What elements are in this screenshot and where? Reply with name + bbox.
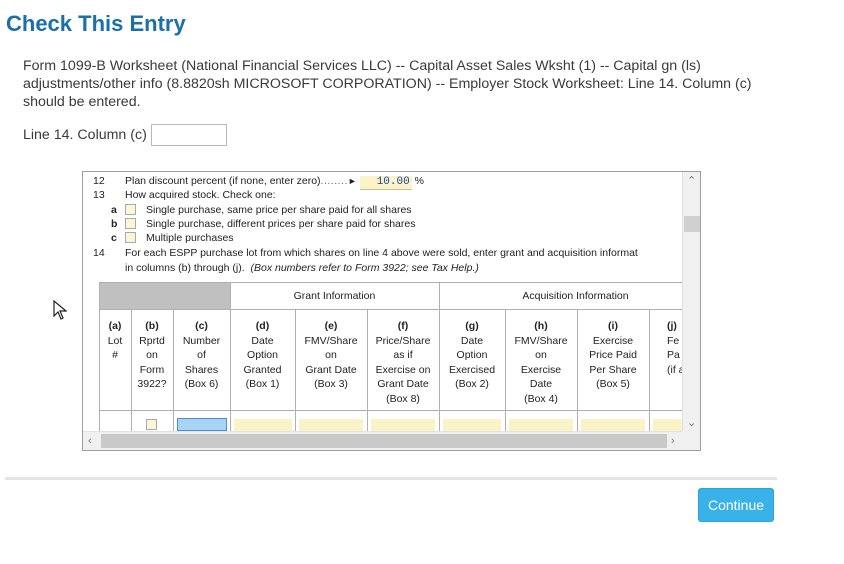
worksheet-frame: 12 Plan discount percent (if none, enter … bbox=[82, 171, 701, 451]
worksheet-viewport: 12 Plan discount percent (if none, enter … bbox=[83, 172, 683, 432]
line-13c: c Multiple purchases bbox=[111, 232, 234, 244]
line-12: 12 Plan discount percent (if none, enter … bbox=[93, 175, 424, 190]
row1-fmv-exercise-input[interactable] bbox=[509, 419, 573, 431]
line-13b: b Single purchase, different prices per s… bbox=[111, 218, 416, 230]
line14-col-c-row: Line 14. Column (c) bbox=[23, 124, 227, 146]
horizontal-scrollbar[interactable]: ‹ › bbox=[83, 431, 683, 450]
col-i-header: (i) Exercise Price Paid Per Share (Box 5) bbox=[589, 320, 637, 390]
group-acquisition-info: Acquisition Information bbox=[522, 290, 629, 302]
field-label: Line 14. Column (c) bbox=[23, 127, 147, 143]
row1-price-grant-input[interactable] bbox=[371, 419, 435, 431]
row1-fmv-grant-input[interactable] bbox=[299, 419, 363, 431]
vertical-scrollbar[interactable]: ⌃ ⌄ bbox=[682, 172, 700, 432]
row1-date-exercised-input[interactable] bbox=[443, 419, 501, 431]
row1-date-granted-input[interactable] bbox=[234, 419, 292, 431]
continue-button[interactable]: Continue bbox=[698, 488, 774, 522]
mouse-cursor-icon bbox=[53, 300, 67, 320]
row1-exercise-price-input[interactable] bbox=[581, 419, 645, 431]
vertical-scroll-thumb[interactable] bbox=[684, 216, 700, 232]
line-13a: a Single purchase, same price per share p… bbox=[111, 204, 412, 216]
row1-fees-input[interactable] bbox=[653, 419, 683, 431]
line-14-continued: in columns (b) through (j). (Box numbers… bbox=[125, 262, 479, 274]
col-e-header: (e) FMV/Share on Grant Date (Box 3) bbox=[304, 320, 358, 390]
line14-col-c-input[interactable] bbox=[150, 124, 227, 146]
col-f-header: (f) Price/Share as if Exercise on Grant Dat… bbox=[375, 320, 431, 405]
error-message: Form 1099-B Worksheet (National Financia… bbox=[23, 58, 752, 110]
col-a-header: (a) Lot # bbox=[107, 320, 123, 361]
scroll-up-icon[interactable]: ⌃ bbox=[687, 175, 697, 187]
scrollbar-corner bbox=[682, 431, 700, 450]
row1-shares-input[interactable] bbox=[177, 418, 227, 431]
col-c-header: (c) Number of Shares (Box 6) bbox=[182, 320, 221, 390]
row1-reported-checkbox[interactable] bbox=[146, 419, 157, 430]
scroll-down-icon[interactable]: ⌄ bbox=[687, 417, 697, 429]
checkbox-13a[interactable] bbox=[125, 204, 136, 215]
checkbox-13c[interactable] bbox=[125, 232, 136, 243]
checkbox-13b[interactable] bbox=[125, 218, 136, 229]
table-blank-header bbox=[99, 282, 230, 309]
page-title: Check This Entry bbox=[6, 11, 186, 36]
col-b-header: (b) Rprtd on Form 3922? bbox=[137, 320, 167, 390]
plan-discount-input[interactable]: 10.00 bbox=[359, 176, 412, 190]
line-14: 14 For each ESPP purchase lot from which … bbox=[93, 247, 638, 259]
scroll-left-icon[interactable]: ‹ bbox=[88, 435, 92, 447]
footer-divider bbox=[5, 477, 777, 480]
group-grant-info: Grant Information bbox=[293, 290, 376, 302]
col-j-header: (j) Fe Pa (if a bbox=[667, 320, 683, 376]
horizontal-scroll-thumb[interactable] bbox=[101, 434, 667, 448]
col-d-header: (d) Date Option Granted (Box 1) bbox=[243, 320, 282, 390]
col-h-header: (h) FMV/Share on Exercise Date (Box 4) bbox=[514, 320, 568, 405]
line-13: 13 How acquired stock. Check one: bbox=[93, 189, 276, 201]
col-g-header: (g) Date Option Exercised (Box 2) bbox=[448, 320, 496, 390]
scroll-right-icon[interactable]: › bbox=[671, 435, 675, 447]
arrow-right-icon: ► bbox=[347, 176, 357, 186]
